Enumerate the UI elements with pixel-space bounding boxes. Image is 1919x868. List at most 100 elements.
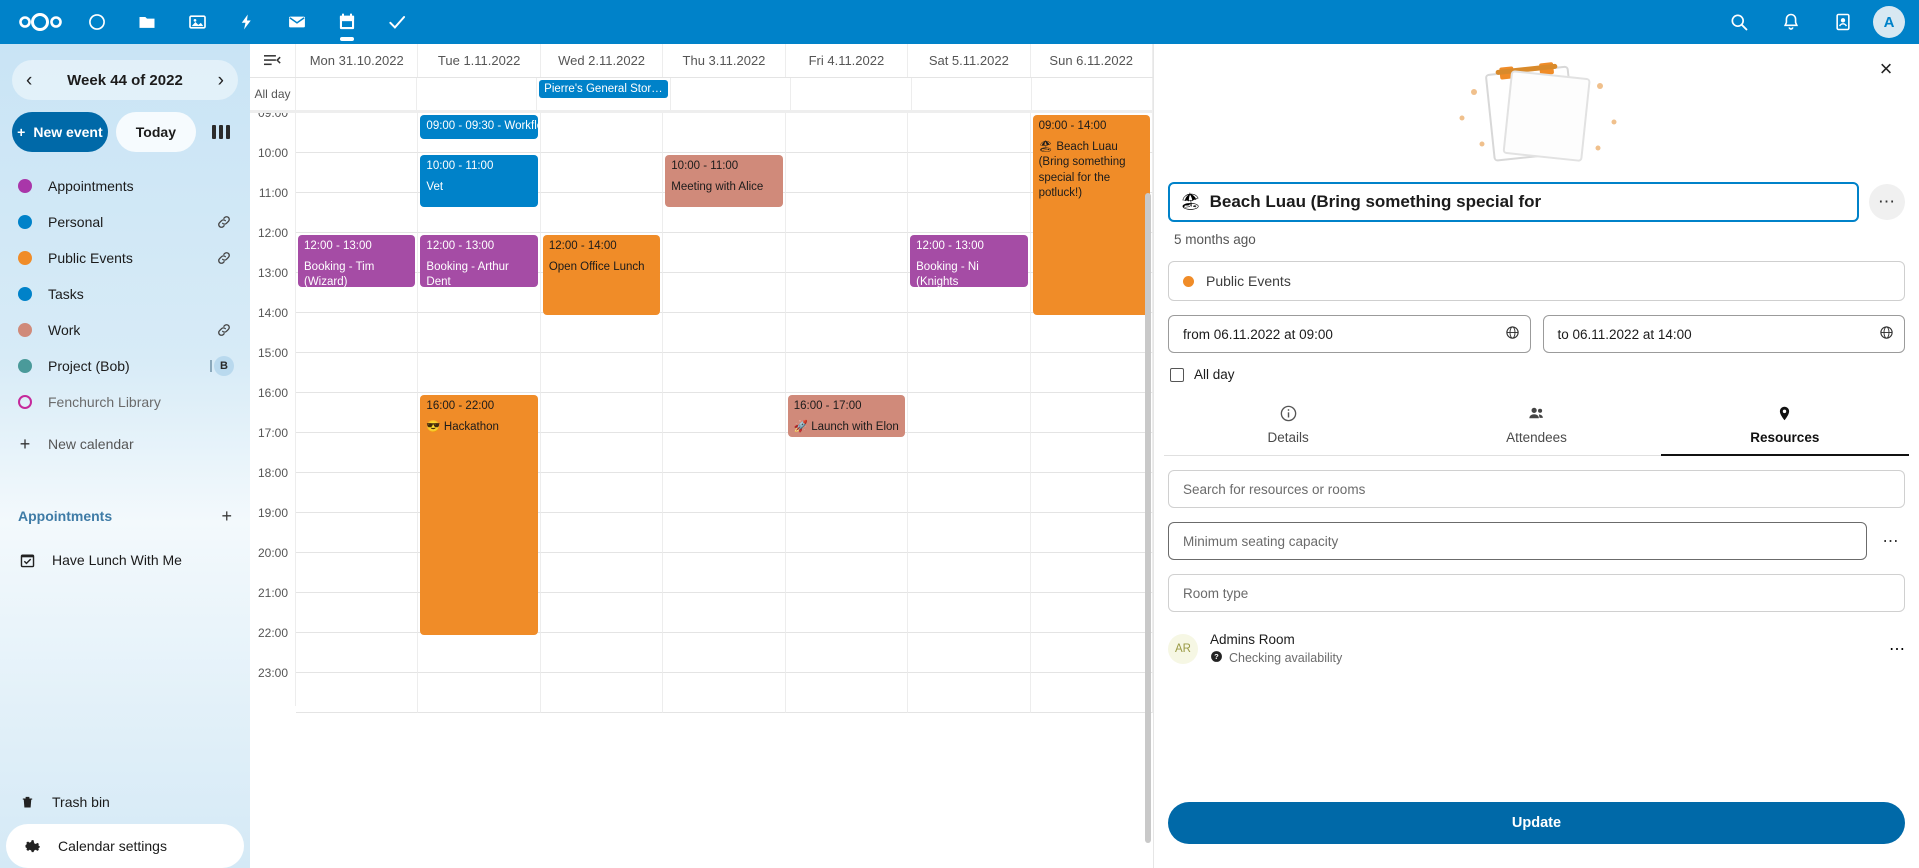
time-slot-cell[interactable] — [785, 433, 909, 473]
all-day-cell-sat[interactable] — [912, 78, 1033, 110]
time-slot-cell[interactable] — [418, 113, 541, 153]
time-slot-cell[interactable] — [908, 273, 1031, 313]
time-slot-cell[interactable] — [663, 633, 786, 673]
time-slot-cell[interactable] — [296, 193, 419, 233]
calendar-scrollbar[interactable] — [1145, 193, 1151, 843]
time-slot-cell[interactable] — [418, 273, 541, 313]
time-slot-cell[interactable] — [908, 313, 1031, 353]
time-slot-cell[interactable] — [785, 353, 909, 393]
time-slot-cell[interactable] — [663, 433, 786, 473]
time-slot-cell[interactable] — [1030, 353, 1153, 393]
time-slot-cell[interactable] — [663, 313, 786, 353]
day-header-thu[interactable]: Thu 3.11.2022 — [663, 44, 786, 77]
time-slot-cell[interactable] — [785, 593, 909, 633]
sidebar-calendar-work[interactable]: Work — [0, 312, 250, 348]
new-calendar-button[interactable]: + New calendar — [0, 426, 250, 462]
calendar-event[interactable]: 12:00 - 13:00 Booking - Tim (Wizard) — [298, 235, 416, 287]
user-avatar[interactable]: A — [1873, 6, 1905, 38]
contacts-icon[interactable] — [1821, 0, 1865, 44]
notifications-icon[interactable] — [1769, 0, 1813, 44]
time-slot-cell[interactable] — [540, 673, 664, 713]
time-slot-cell[interactable] — [1030, 673, 1153, 713]
time-slot-cell[interactable] — [296, 473, 419, 513]
time-slot-cell[interactable] — [1030, 593, 1153, 633]
calendar-event[interactable]: 10:00 - 11:00 Vet — [420, 155, 538, 207]
time-slot-cell[interactable] — [908, 433, 1031, 473]
day-header-mon[interactable]: Mon 31.10.2022 — [296, 44, 419, 77]
time-slot-cell[interactable] — [540, 193, 664, 233]
sidebar-calendar-project-bob[interactable]: Project (Bob) B — [0, 348, 250, 384]
time-slot-cell[interactable] — [785, 113, 909, 153]
time-slot-cell[interactable] — [663, 673, 786, 713]
time-slot-cell[interactable] — [418, 673, 541, 713]
all-day-cell-sun[interactable] — [1032, 78, 1153, 110]
calendar-event[interactable]: 16:00 - 22:00 😎 Hackathon — [420, 395, 538, 635]
time-slot-cell[interactable] — [296, 273, 419, 313]
time-slot-cell[interactable] — [1030, 513, 1153, 553]
week-navigation[interactable]: ‹ Week 44 of 2022 › — [12, 60, 238, 100]
time-slot-cell[interactable] — [540, 313, 664, 353]
time-slot-cell[interactable] — [785, 553, 909, 593]
dashboard-icon[interactable] — [72, 0, 122, 44]
time-slot-cell[interactable] — [540, 353, 664, 393]
calendar-event[interactable]: 16:00 - 17:00 🚀 Launch with Elon — [787, 395, 906, 437]
time-slot-cell[interactable] — [540, 553, 664, 593]
time-slot-cell[interactable] — [908, 593, 1031, 633]
time-slot-cell[interactable] — [1030, 433, 1153, 473]
tab-attendees[interactable]: Attendees — [1412, 396, 1660, 455]
activity-icon[interactable] — [222, 0, 272, 44]
globe-icon[interactable] — [1879, 325, 1894, 343]
time-slot-cell[interactable] — [1030, 393, 1153, 433]
capacity-options-menu-icon[interactable]: ⋯ — [1882, 533, 1900, 550]
time-slot-cell[interactable] — [663, 113, 786, 153]
time-slot-cell[interactable] — [1030, 473, 1153, 513]
tab-resources[interactable]: Resources — [1660, 396, 1910, 456]
time-slot-cell[interactable] — [785, 673, 909, 713]
view-switcher-icon[interactable] — [204, 112, 238, 152]
time-slot-cell[interactable] — [540, 593, 664, 633]
time-slot-cell[interactable] — [296, 553, 419, 593]
resource-list-item[interactable]: AR Admins Room ? Checking availability ⋯ — [1168, 632, 1905, 666]
time-slot-cell[interactable] — [785, 633, 909, 673]
time-slot-cell[interactable] — [663, 233, 786, 273]
shared-link-icon[interactable] — [214, 212, 234, 232]
time-slot-cell[interactable] — [296, 153, 419, 193]
mail-icon[interactable] — [272, 0, 322, 44]
time-slot-cell[interactable] — [1030, 633, 1153, 673]
calendar-event[interactable]: 10:00 - 11:00 Meeting with Alice — [665, 155, 783, 207]
time-slot-cell[interactable] — [785, 153, 909, 193]
all-day-cell-wed[interactable]: Pierre's General Stor… — [537, 78, 671, 110]
all-day-cell-thu[interactable] — [671, 78, 792, 110]
previous-week-icon[interactable]: ‹ — [26, 69, 33, 91]
photos-icon[interactable] — [172, 0, 222, 44]
sidebar-calendar-public-events[interactable]: Public Events — [0, 240, 250, 276]
time-slot-cell[interactable] — [296, 433, 419, 473]
event-end-date-input[interactable]: to 06.11.2022 at 14:00 — [1542, 315, 1905, 353]
time-slot-cell[interactable] — [540, 113, 664, 153]
time-slot-cell[interactable] — [540, 153, 664, 193]
calendar-event[interactable]: 12:00 - 13:00 Booking - Arthur Dent — [420, 235, 538, 287]
time-slot-cell[interactable] — [296, 513, 419, 553]
calendar-icon[interactable] — [322, 0, 372, 44]
calendar-settings-button[interactable]: Calendar settings — [6, 824, 244, 868]
calendar-event[interactable]: 12:00 - 14:00 Open Office Lunch — [542, 235, 661, 315]
day-header-fri[interactable]: Fri 4.11.2022 — [786, 44, 909, 77]
time-slot-cell[interactable] — [908, 113, 1031, 153]
time-slot-cell[interactable] — [418, 353, 541, 393]
collapse-list-icon[interactable] — [250, 44, 296, 77]
minimum-seating-capacity-input[interactable]: Minimum seating capacity — [1168, 522, 1867, 560]
shared-link-icon[interactable] — [214, 320, 234, 340]
calendar-event[interactable]: 09:00 - 14:00 🏖 Beach Luau (Bring somethi… — [1032, 115, 1150, 315]
time-slot-cell[interactable] — [785, 513, 909, 553]
time-slot-cell[interactable] — [785, 193, 909, 233]
event-title-input[interactable]: 🏖 Beach Luau (Bring something special fo… — [1168, 182, 1859, 222]
time-slot-cell[interactable] — [908, 193, 1031, 233]
tasks-icon[interactable] — [372, 0, 422, 44]
time-slot-cell[interactable] — [663, 513, 786, 553]
time-slot-cell[interactable] — [785, 233, 909, 273]
tab-details[interactable]: Details — [1164, 396, 1412, 455]
time-slot-cell[interactable] — [540, 433, 664, 473]
time-slot-cell[interactable] — [296, 113, 419, 153]
appointment-item-have-lunch-with-me[interactable]: Have Lunch With Me — [0, 540, 250, 580]
time-slot-cell[interactable] — [540, 633, 664, 673]
